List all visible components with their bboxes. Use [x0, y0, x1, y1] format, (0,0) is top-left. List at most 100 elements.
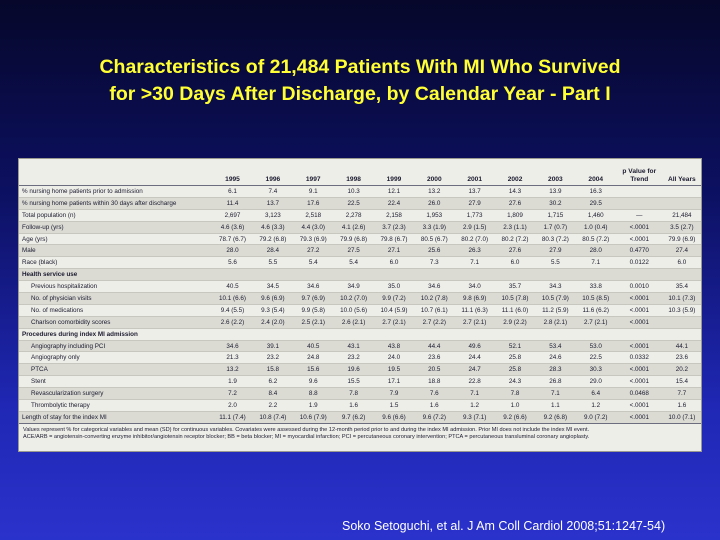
- table-cell: <.0001: [615, 233, 663, 246]
- table-cell: 24.7: [454, 363, 495, 377]
- table-cell: 80.5 (6.7): [414, 233, 455, 246]
- slide-title: Characteristics of 21,484 Patients With …: [0, 54, 720, 108]
- table-cell: 6.0: [662, 256, 701, 270]
- table-cell: 12.1: [373, 185, 415, 198]
- header-cell: All Years: [662, 159, 701, 186]
- table-cell: [252, 328, 294, 341]
- table-cell: 2.7 (2.2): [414, 316, 455, 329]
- table-cell: 9.1: [293, 185, 334, 198]
- table-row: % nursing home patients within 30 days a…: [19, 197, 701, 210]
- table-cell: 9.8 (6.9): [454, 292, 495, 305]
- table-cell: 9.0 (7.2): [575, 411, 616, 424]
- table-cell: 13.7: [252, 197, 294, 210]
- table-cell: 7.7: [662, 387, 701, 401]
- table-cell: 10.1 (6.6): [212, 292, 253, 305]
- table-cell: [454, 328, 495, 341]
- table-cell: 10.6 (7.9): [293, 411, 334, 424]
- table-row: Revascularization surgery 7.2 8.4 8.8 7.8 7.9…: [19, 387, 701, 401]
- row-label: Race (black): [19, 256, 213, 270]
- table-cell: 35.7: [494, 280, 536, 294]
- table-cell: <.0001: [615, 221, 663, 234]
- header-cell: 2002: [494, 159, 536, 186]
- row-label: PTCA: [19, 363, 213, 377]
- header-cell: p Value for Trend: [615, 159, 663, 186]
- row-label: % nursing home patients prior to admissi…: [19, 185, 213, 198]
- table-cell: 80.3 (7.2): [535, 233, 576, 246]
- table-cell: 27.9: [535, 244, 576, 258]
- table-cell: 28.0: [212, 244, 253, 258]
- table-cell: <.0001: [615, 292, 663, 305]
- table-cell: 9.3 (5.4): [252, 304, 294, 317]
- table-cell: 6.4: [575, 387, 616, 401]
- table-row: Charlson comorbidity scores 2.6 (2.2) 2.4 …: [19, 316, 701, 329]
- table-cell: 80.2 (7.2): [494, 233, 536, 246]
- row-label: Age (yrs): [19, 233, 213, 246]
- header-cell: 1999: [373, 159, 415, 186]
- table-cell: [662, 185, 701, 198]
- table-row: % nursing home patients prior to admissi…: [19, 185, 701, 198]
- table-cell: 10.3: [333, 185, 374, 198]
- table-cell: 23.2: [333, 351, 374, 365]
- table-cell: 2,158: [373, 209, 415, 222]
- table-row: Length of stay for the index MI 11.1 (7.4…: [19, 411, 701, 424]
- table-row: Angiography only 21.3 23.2 24.8 23.2 24.0 23.6…: [19, 351, 701, 365]
- row-label: Thrombolytic therapy: [19, 399, 213, 412]
- row-label: Length of stay for the index MI: [19, 411, 213, 424]
- table-cell: 11.2 (5.9): [535, 304, 576, 317]
- header-cell: 1997: [293, 159, 334, 186]
- table-cell: [212, 268, 253, 282]
- table-cell: [615, 197, 663, 210]
- table-cell: 21,484: [662, 209, 701, 222]
- table-cell: 25.8: [494, 363, 536, 377]
- table-cell: 10.5 (7.8): [494, 292, 536, 305]
- header-cell-label: [19, 159, 213, 186]
- table-cell: 53.0: [575, 340, 616, 353]
- table-cell: 7.8: [494, 387, 536, 401]
- table-cell: 27.1: [373, 244, 415, 258]
- table-cell: 1.0 (0.4): [575, 221, 616, 234]
- table-cell: 10.7 (6.1): [414, 304, 455, 317]
- table-cell: 79.3 (6.9): [293, 233, 334, 246]
- table-cell: [494, 328, 536, 341]
- table-cell: [575, 328, 616, 341]
- table-cell: 34.0: [454, 280, 495, 294]
- table-cell: 9.9 (7.2): [373, 292, 415, 305]
- table-cell: [252, 268, 294, 282]
- table-row: Thrombolytic therapy 2.0 2.2 1.9 1.6 1.5 1.6 1.…: [19, 399, 701, 412]
- table-cell: 79.9 (6.9): [662, 233, 701, 246]
- table-cell: 9.3 (7.1): [454, 411, 495, 424]
- row-label: No. of physician visits: [19, 292, 213, 305]
- header-cell: 2000: [414, 159, 455, 186]
- table-cell: 4.6 (3.6): [212, 221, 253, 234]
- table-cell: 9.2 (6.6): [494, 411, 536, 424]
- table-cell: 11.6 (6.2): [575, 304, 616, 317]
- table-cell: 1.2: [575, 399, 616, 412]
- table-row: Previous hospitalization 40.5 34.5 34.6 34.9…: [19, 280, 701, 294]
- table-cell: 24.8: [293, 351, 334, 365]
- table-cell: 1.6: [662, 399, 701, 412]
- table-cell: 10.2 (7.8): [414, 292, 455, 305]
- citation: Soko Setoguchi, et al. J Am Coll Cardiol…: [342, 519, 666, 533]
- table-cell: 53.4: [535, 340, 576, 353]
- table-row: Procedures during index MI admission: [19, 328, 701, 341]
- table-cell: 1.6: [414, 399, 455, 412]
- header-cell: 1995: [212, 159, 253, 186]
- header-cell: 1998: [333, 159, 374, 186]
- table-cell: 28.0: [575, 244, 616, 258]
- table-cell: 10.0 (5.6): [333, 304, 374, 317]
- table-cell: <.0001: [615, 363, 663, 377]
- table-cell: 2.7 (2.1): [575, 316, 616, 329]
- table-cell: 0.0122: [615, 256, 663, 270]
- table-cell: 79.2 (6.8): [252, 233, 294, 246]
- table-cell: 1.5: [373, 399, 415, 412]
- table-cell: [662, 197, 701, 210]
- table-cell: 13.9: [535, 185, 576, 198]
- table-cell: [494, 268, 536, 282]
- table-cell: 1.6: [333, 399, 374, 412]
- table-cell: [662, 316, 701, 329]
- table-cell: 80.2 (7.0): [454, 233, 495, 246]
- row-label: Male: [19, 244, 213, 258]
- table-cell: 5.6: [212, 256, 253, 270]
- table-cell: 3,123: [252, 209, 294, 222]
- table-cell: 2.3 (1.1): [494, 221, 536, 234]
